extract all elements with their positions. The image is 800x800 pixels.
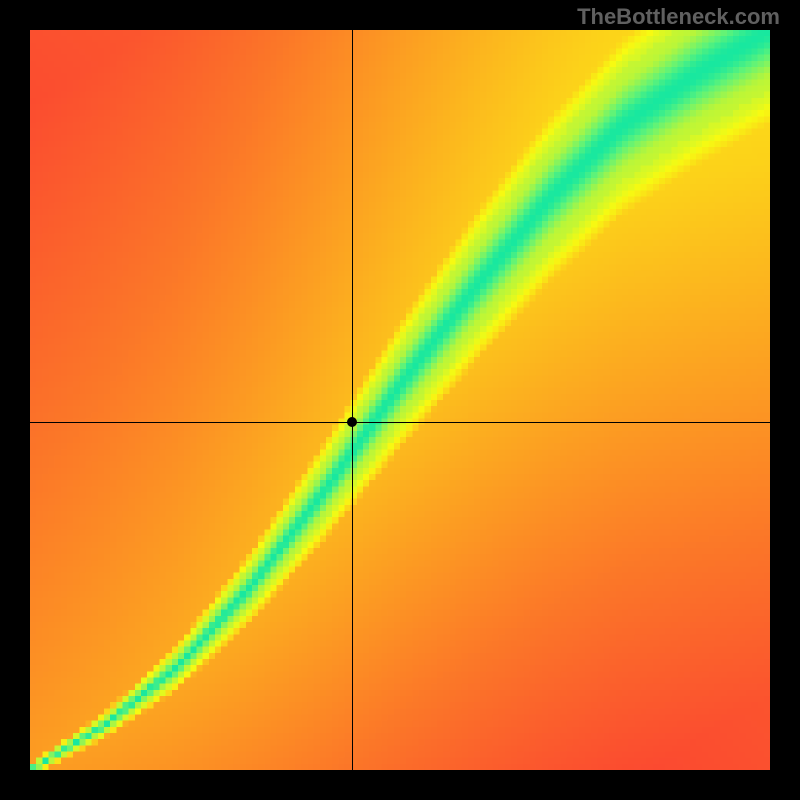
watermark-text: TheBottleneck.com [577, 4, 780, 30]
crosshair-horizontal [30, 422, 770, 423]
crosshair-vertical [352, 30, 353, 770]
heatmap-canvas [30, 30, 770, 770]
chart-container: TheBottleneck.com [0, 0, 800, 800]
marker-dot [347, 417, 357, 427]
heatmap-plot [30, 30, 770, 770]
